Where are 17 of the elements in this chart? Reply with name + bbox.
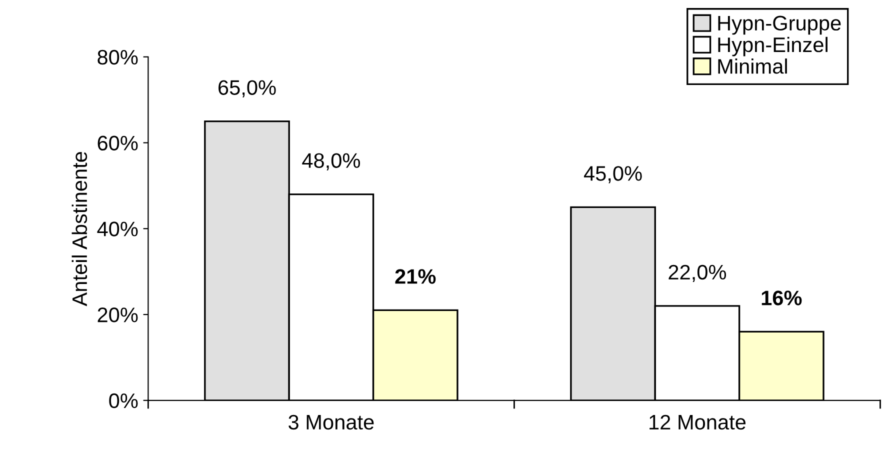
y-tick-label: 80% — [98, 50, 138, 65]
legend-label: Hypn-Gruppe — [718, 16, 841, 35]
y-tick-label: 20% — [98, 308, 138, 322]
data-label: 16% — [762, 290, 802, 306]
y-tick-label: 40% — [97, 222, 138, 236]
x-tick-label: 12 Monate — [650, 414, 746, 430]
data-label: 21% — [395, 269, 436, 284]
data-label: 48,0% — [302, 153, 360, 170]
y-axis-title: Anteil Abstinente — [72, 152, 88, 306]
legend-label: Hypn-Einzel — [718, 36, 828, 56]
data-label: 65,0% — [218, 80, 276, 98]
x-tick-label: 3 Monate — [288, 414, 374, 430]
legend-label: Minimal — [718, 58, 787, 74]
y-tick-label: 0% — [109, 393, 138, 408]
data-label: 22,0% — [668, 264, 726, 282]
y-tick-label: 60% — [98, 136, 138, 151]
data-label: 45,0% — [584, 166, 642, 184]
